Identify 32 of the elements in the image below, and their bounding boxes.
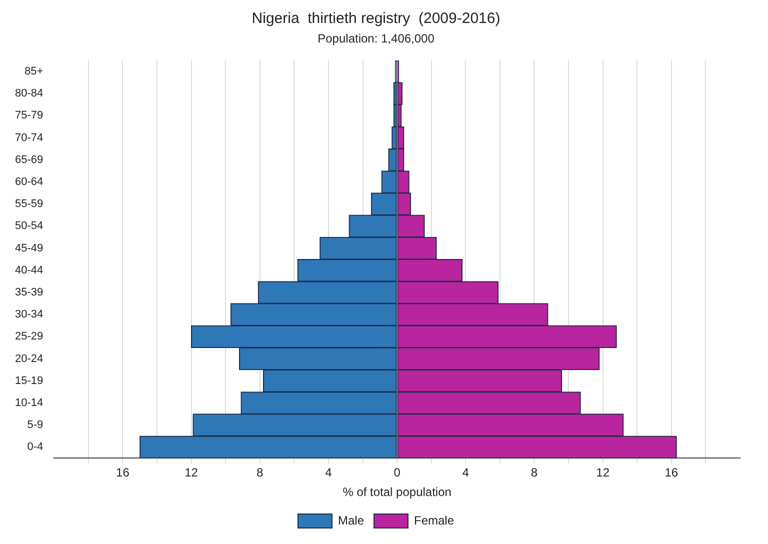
y-tick-label: 85+ <box>24 65 44 78</box>
y-tick-label: 0-4 <box>27 441 44 454</box>
x-axis-title: % of total population <box>342 485 452 500</box>
y-tick-label: 70-74 <box>14 132 44 144</box>
y-tick-label: 40-44 <box>14 264 44 276</box>
x-tick-label: 8 <box>256 466 264 480</box>
y-tick-label: 10-14 <box>14 396 44 409</box>
y-tick-label: 45-49 <box>14 242 44 254</box>
x-tick-label: 8 <box>530 466 538 480</box>
y-tick-label: 5-9 <box>27 419 44 432</box>
y-tick-label: 65-69 <box>14 154 44 166</box>
x-tick-label: 16 <box>116 466 130 480</box>
y-tick-label: 60-64 <box>14 176 44 188</box>
x-tick-label: 12 <box>184 466 198 480</box>
y-tick-label: 15-19 <box>14 374 44 387</box>
x-tick-label: 4 <box>462 466 470 480</box>
y-tick-label: 25-29 <box>14 330 44 343</box>
x-tick-label: 12 <box>596 466 610 480</box>
y-tick-label: 50-54 <box>14 220 44 232</box>
legend-label: Female <box>414 513 454 528</box>
y-tick-label: 30-34 <box>14 308 44 321</box>
legend-label: Male <box>338 513 364 528</box>
x-tick-label: 16 <box>664 466 678 480</box>
x-tick-label: 4 <box>325 466 332 480</box>
chart-title: Nigeria thirtieth registry (2009-2016) <box>252 10 500 28</box>
x-tick-label: 0 <box>394 466 401 480</box>
y-tick-label: 20-24 <box>14 352 44 365</box>
y-tick-label: 35-39 <box>14 286 44 298</box>
chart-subtitle: Population: 1,406,000 <box>318 32 435 46</box>
y-tick-label: 55-59 <box>14 198 44 210</box>
y-tick-label: 75-79 <box>14 110 44 122</box>
y-tick-label: 80-84 <box>14 88 44 100</box>
